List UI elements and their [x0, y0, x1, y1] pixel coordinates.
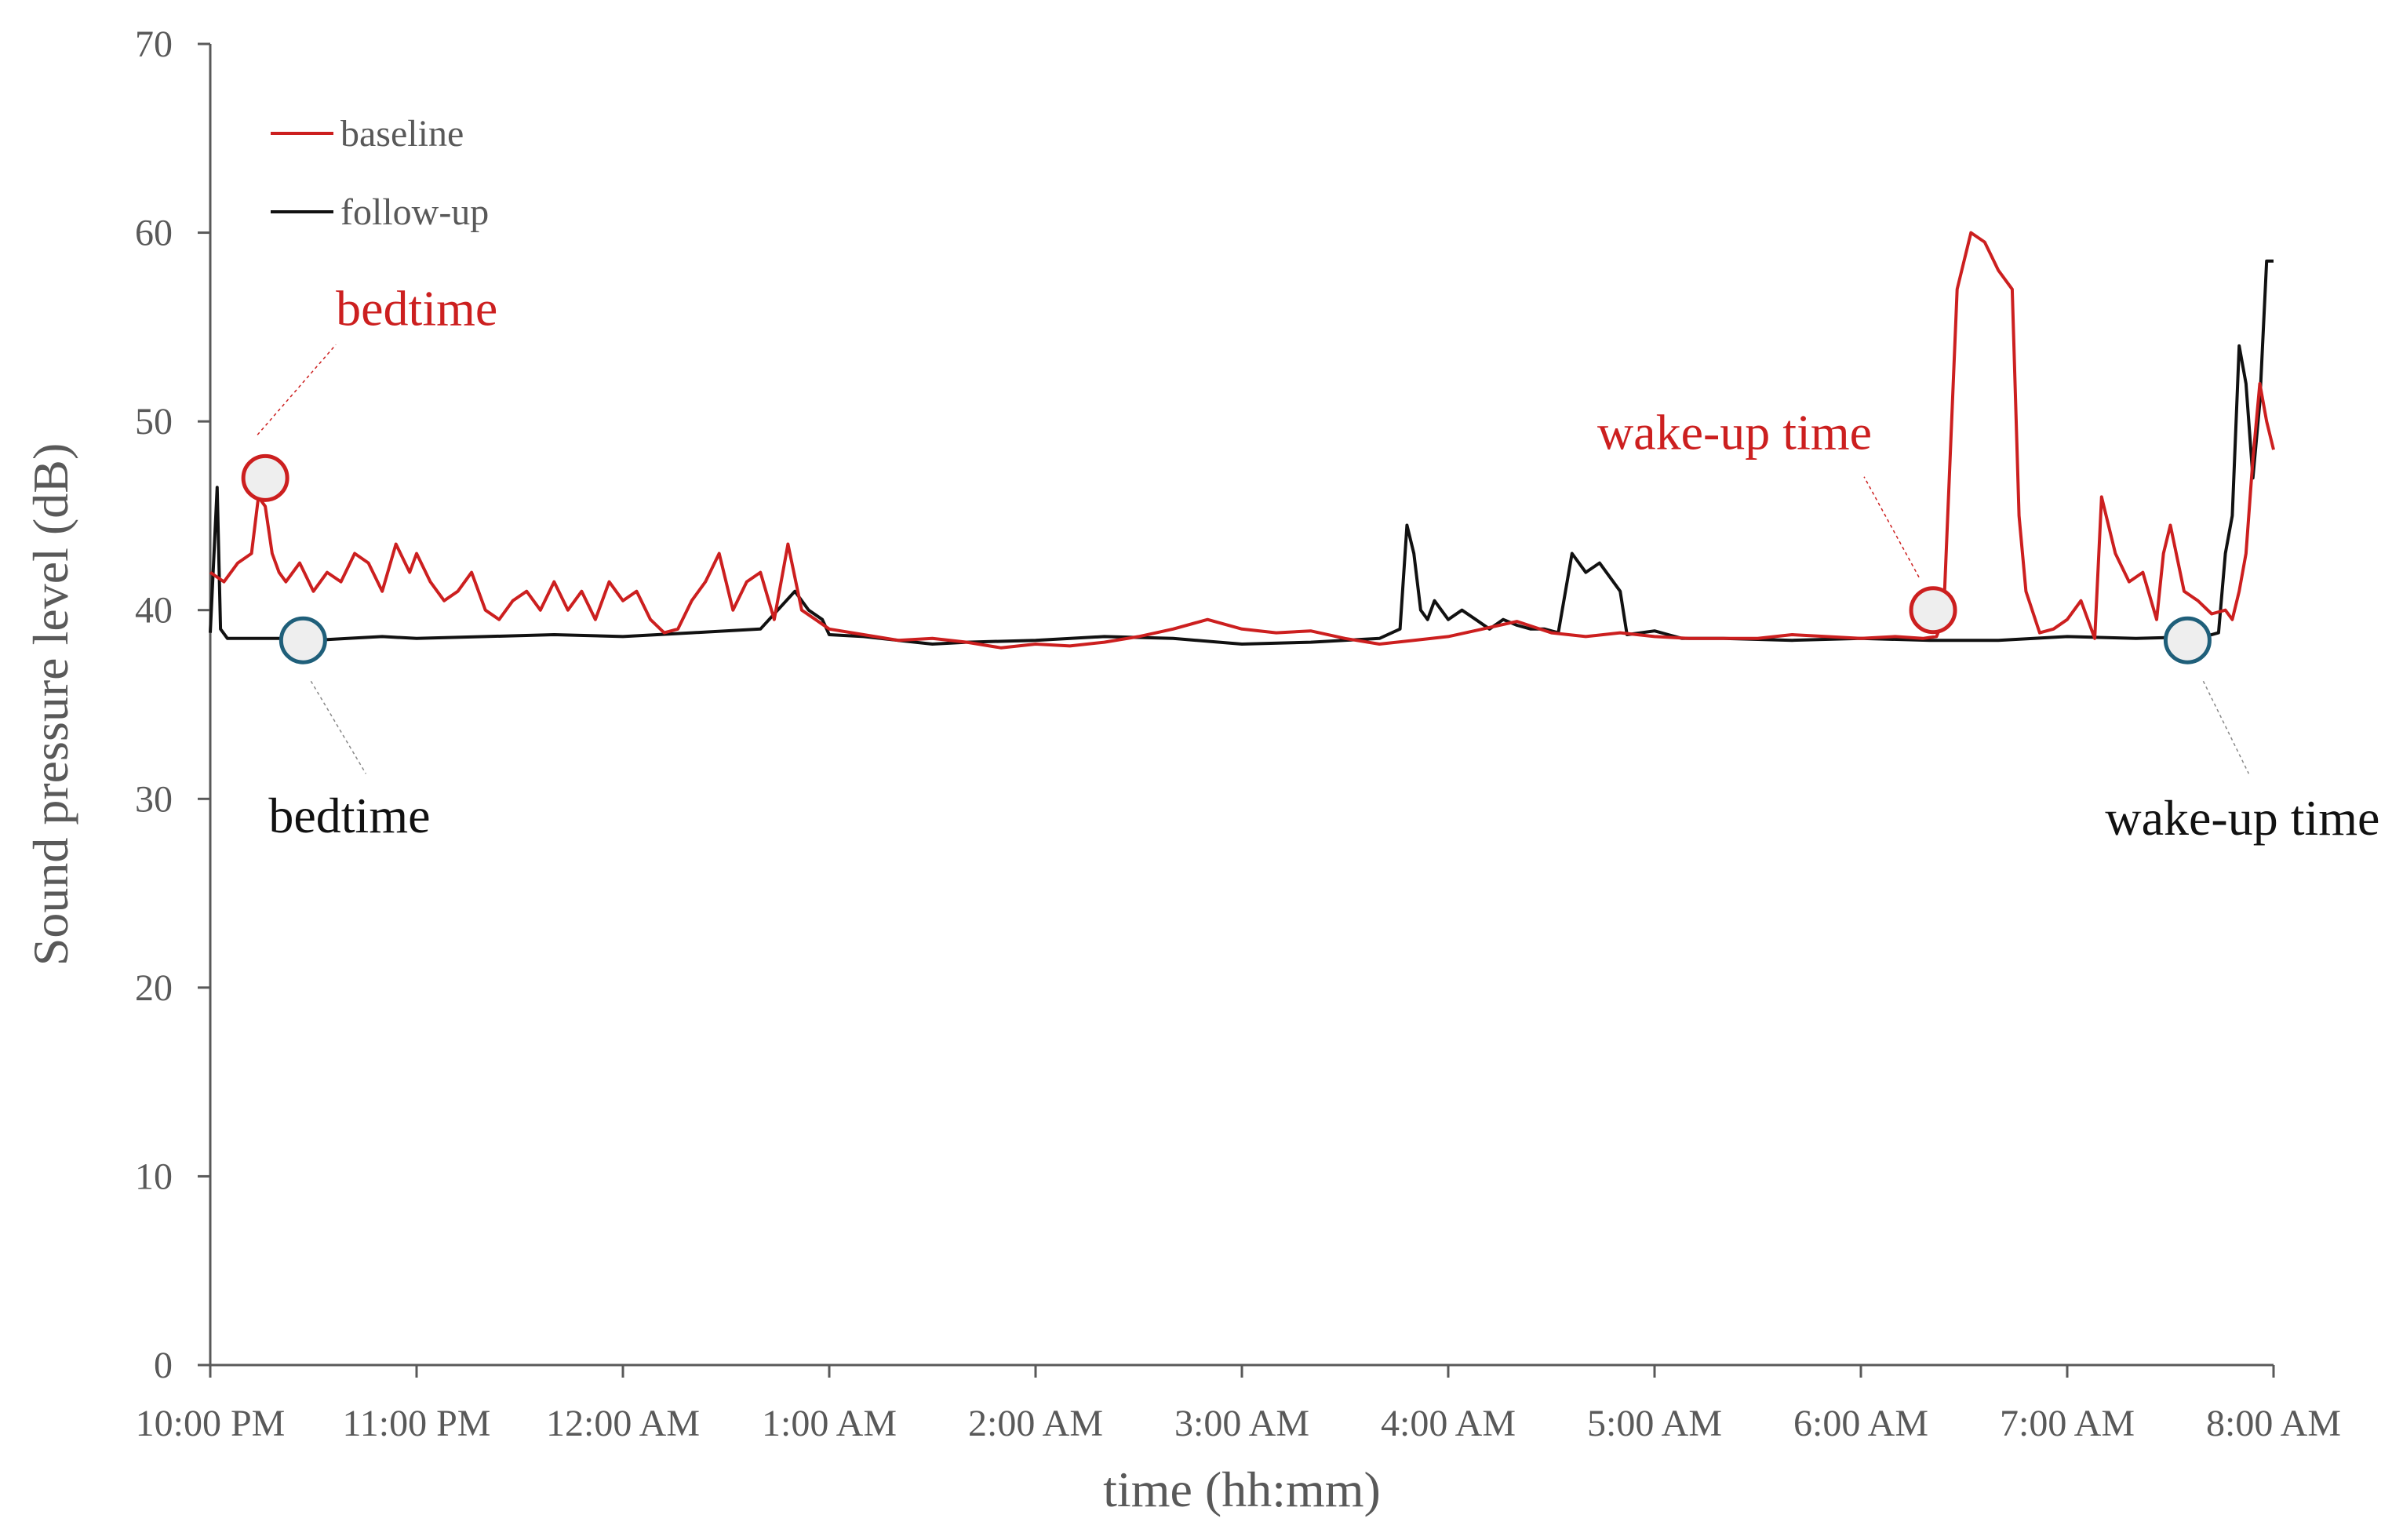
- annotation-label: wake-up time: [2105, 790, 2379, 846]
- annotation-marker-baseline: [241, 453, 289, 502]
- x-tick-label: 5:00 AM: [1587, 1403, 1722, 1444]
- x-tick-label: 12:00 AM: [546, 1403, 700, 1444]
- y-tick-label: 70: [135, 24, 173, 65]
- annotations: bedtime wake-up time bedtime wake-up time: [241, 280, 2379, 846]
- annotation-leader-line: [310, 680, 366, 774]
- annotation-marker-follow-up: [2163, 616, 2212, 664]
- legend-label-baseline: baseline: [340, 113, 464, 155]
- annotation-marker-baseline: [1909, 586, 1957, 635]
- x-tick-label: 1:00 AM: [762, 1403, 897, 1444]
- x-tick-label: 8:00 AM: [2206, 1403, 2341, 1444]
- annotation-leader-line: [1863, 476, 1920, 578]
- x-axis-title: time (hh:mm): [1103, 1462, 1381, 1517]
- y-tick-label: 60: [135, 213, 173, 254]
- legend: baseline follow-up: [271, 113, 489, 233]
- annotation-marker-follow-up: [279, 616, 327, 664]
- legend-label-follow-up: follow-up: [340, 191, 489, 233]
- y-tick-label: 0: [154, 1345, 173, 1386]
- x-tick-label: 10:00 PM: [136, 1403, 286, 1444]
- annotation-label: bedtime: [336, 280, 497, 336]
- y-tick-label: 50: [135, 401, 173, 442]
- annotation-label: bedtime: [268, 788, 430, 843]
- x-tick-label: 6:00 AM: [1793, 1403, 1928, 1444]
- x-tick-label: 7:00 AM: [2000, 1403, 2135, 1444]
- x-axis-ticks: 10:00 PM 11:00 PM 12:00 AM 1:00 AM 2:00 AM 3:…: [136, 1365, 2341, 1444]
- x-tick-label: 4:00 AM: [1381, 1403, 1516, 1444]
- annotation-leader-line: [257, 344, 337, 435]
- axes: [209, 44, 2274, 1367]
- y-tick-label: 20: [135, 967, 173, 1009]
- series-line-follow-up: [209, 259, 2274, 646]
- y-tick-label: 10: [135, 1156, 173, 1197]
- x-tick-label: 3:00 AM: [1174, 1403, 1309, 1444]
- series-line-baseline: [209, 231, 2275, 650]
- annotation-label: wake-up time: [1597, 405, 1872, 461]
- x-tick-label: 11:00 PM: [343, 1403, 491, 1444]
- annotation-leader-line: [2202, 680, 2250, 774]
- x-tick-label: 2:00 AM: [968, 1403, 1103, 1444]
- y-axis-title: Sound pressure level (dB): [23, 443, 78, 967]
- y-tick-label: 40: [135, 590, 173, 632]
- y-tick-label: 30: [135, 778, 173, 820]
- y-axis-ticks: 0 10 20 30 40 50 60 70: [135, 24, 210, 1386]
- series-lines: [209, 231, 2275, 650]
